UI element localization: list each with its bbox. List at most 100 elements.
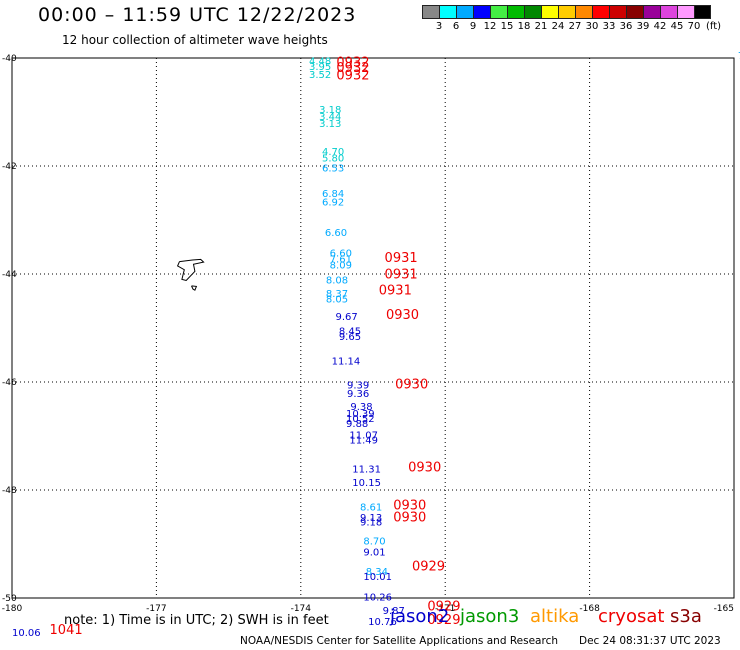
scale-swatch (660, 5, 677, 19)
legend-item-s3a: s3a (670, 606, 702, 627)
wave-height-value: 10.01 (363, 572, 392, 583)
credit-line: NOAA/NESDIS Center for Satellite Applica… (240, 635, 558, 647)
wave-height-value: 3.13 (319, 119, 341, 130)
wave-height-value: 11.07 (349, 431, 378, 442)
scale-swatch (507, 5, 524, 19)
scale-label: 18 (517, 21, 531, 32)
wave-height-value: 8.45 (339, 326, 361, 337)
scale-swatch (422, 5, 439, 19)
wave-height-value: 7.61 (330, 255, 352, 266)
pass-time-label: 0930 (386, 308, 419, 323)
scale-swatch (490, 5, 507, 19)
island-outline (176, 258, 205, 291)
pass-time-label: 0931 (379, 284, 412, 299)
wave-height-value: 8.08 (326, 276, 348, 287)
pass-time-label: 0932 (336, 61, 369, 76)
wave-height-value: 8.34 (366, 567, 388, 578)
scale-label: 39 (636, 21, 650, 32)
wave-height-value: 6.60 (325, 228, 347, 239)
wave-height-value: 8.05 (326, 295, 348, 306)
wave-height-value: 8.37 (326, 289, 348, 300)
scale-label: 21 (534, 21, 548, 32)
wave-height-value: 8.61 (360, 503, 382, 514)
wave-height-value: 9.13 (360, 513, 382, 524)
wave-height-value: 10.52 (346, 414, 375, 425)
legend-item-jason3: jason3 (460, 606, 520, 627)
generated-timestamp: Dec 24 08:31:37 UTC 2023 (579, 635, 721, 647)
scale-swatch (541, 5, 558, 19)
scale-swatch (592, 5, 609, 19)
longitude-label: -168 (579, 604, 600, 614)
wave-height-value: 11.14 (332, 357, 361, 368)
wave-height-value: 3.95 (309, 62, 331, 73)
latitude-label: -42 (2, 162, 17, 172)
footer-note: note: 1) Time is in UTC; 2) SWH is in fe… (64, 613, 329, 628)
scale-label: 24 (551, 21, 565, 32)
wave-height-value: 11.49 (349, 436, 378, 447)
pass-time-label: 0930 (408, 461, 441, 476)
pass-time-label: 0932 (336, 56, 369, 71)
wave-height-value: 9.18 (360, 518, 382, 529)
wave-height-value: 9.36 (347, 389, 369, 400)
legend-item-altika: altika (530, 606, 580, 627)
pass-time-label: 0931 (385, 251, 418, 266)
wave-height-value: 6.92 (322, 197, 344, 208)
pass-time-label: 0931 (385, 267, 418, 282)
pass-time-label: 1041 (50, 623, 83, 638)
scale-swatch (439, 5, 456, 19)
wave-height-value: 6.84 (322, 189, 344, 200)
scale-label: 6 (452, 21, 460, 32)
scale-label: 30 (585, 21, 599, 32)
latitude-label: -40 (2, 54, 17, 64)
longitude-label: -165 (714, 604, 734, 614)
legend-item-cryosat: cryosat (598, 606, 665, 627)
longitude-label: -174 (291, 604, 312, 614)
page-title: 00:00 – 11:59 UTC 12/22/2023 (38, 4, 357, 26)
pass-time-label: 0929 (412, 559, 445, 574)
scale-label: 70 (687, 21, 701, 32)
longitude-label: -177 (146, 604, 166, 614)
scale-label: 12 (483, 21, 497, 32)
scale-swatch (524, 5, 541, 19)
legend-item-jason2: jason2 (390, 606, 450, 627)
wave-height-value: 6.60 (330, 249, 352, 260)
wave-height-value: 3.52 (309, 70, 331, 81)
scale-label: 36 (619, 21, 633, 32)
pass-time-label: 0930 (393, 498, 426, 513)
scale-swatch (473, 5, 490, 19)
scale-label: 42 (653, 21, 667, 32)
wave-height-value: 9.87 (383, 606, 405, 617)
scale-label: 27 (568, 21, 582, 32)
wave-height-value: 9.88 (346, 419, 368, 430)
latitude-label: -46 (2, 378, 17, 388)
pass-time-label: 0930 (395, 377, 428, 392)
scale-label: 9 (469, 21, 477, 32)
wave-height-value: 10.15 (352, 478, 381, 489)
wave-height-value: 8.09 (330, 261, 352, 272)
scale-swatch (643, 5, 660, 19)
pass-time-label: 0929 (427, 599, 460, 614)
wave-height-value: 9.67 (335, 312, 357, 323)
longitude-label: -171 (435, 604, 455, 614)
wave-height-value: 10.76 (368, 617, 397, 628)
wave-height-value: 3.18 (319, 105, 341, 116)
wave-height-value: 9.01 (363, 547, 385, 558)
wave-height-value: 3.44 (319, 112, 341, 123)
pass-time-label: 0930 (393, 510, 426, 525)
wave-height-value: 10.26 (363, 593, 392, 604)
color-scale-unit: (ft) (706, 21, 722, 32)
longitude-label: -180 (2, 604, 23, 614)
scale-swatch (626, 5, 643, 19)
scale-swatch (575, 5, 592, 19)
color-scale (422, 5, 711, 19)
scale-label: 33 (602, 21, 616, 32)
wave-height-value: 4.70 (322, 147, 344, 158)
wave-height-value: 7.5 (738, 51, 740, 62)
latitude-label: -44 (2, 270, 17, 280)
wave-height-value: 8.70 (363, 537, 385, 548)
wave-height-value: 9.39 (347, 380, 369, 391)
latitude-label: -50 (2, 594, 17, 604)
wave-height-value: 10.06 (12, 628, 41, 639)
latitude-label: -48 (2, 486, 17, 496)
